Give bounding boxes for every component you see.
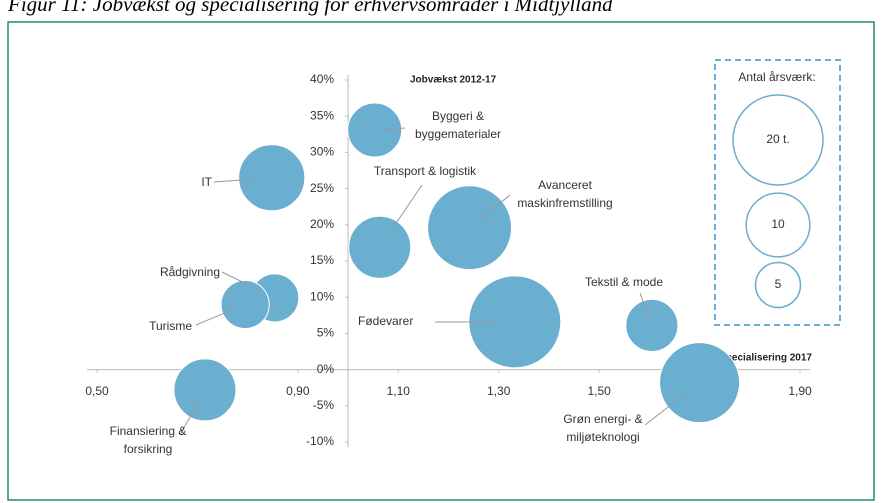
y-tick-label: 40% <box>310 72 334 86</box>
bubble-label: Fødevarer <box>358 314 413 328</box>
x-tick-label: 0,90 <box>286 384 310 398</box>
legend-label: 20 t. <box>766 132 789 146</box>
legend-bubble <box>754 261 802 309</box>
bubble-label: Grøn energi- & <box>563 412 642 426</box>
bubble <box>659 342 741 424</box>
y-tick-label: 30% <box>310 145 334 159</box>
bubble-label: Rådgivning <box>160 265 220 279</box>
leader-line <box>221 271 262 292</box>
bubble-label: Byggeri & <box>432 109 484 123</box>
y-tick-label: 5% <box>317 326 335 340</box>
bubble-label: Avanceret <box>538 178 592 192</box>
legend-box <box>714 59 841 326</box>
legend-title: Antal årsværk: <box>738 70 815 84</box>
bubble <box>173 358 237 422</box>
bubble <box>347 102 403 158</box>
x-tick-label: 0,50 <box>85 384 109 398</box>
frame <box>7 21 875 501</box>
y-axis-label: Jobvækst 2012-17 <box>410 75 497 86</box>
bubble <box>427 185 513 271</box>
bubble-label: Finansiering & <box>110 424 187 438</box>
y-tick-label: 25% <box>310 181 334 195</box>
bubble-label: forsikring <box>124 442 173 456</box>
y-tick-label: -5% <box>313 398 335 412</box>
bubble-label: Tekstil & mode <box>585 275 663 289</box>
y-tick-label: 20% <box>310 217 334 231</box>
bubble <box>238 144 306 212</box>
leader-line <box>389 184 423 232</box>
y-tick-label: 10% <box>310 289 334 303</box>
leader-line <box>213 178 258 183</box>
leader-line <box>479 194 511 220</box>
x-tick-label: 1,30 <box>487 384 511 398</box>
x-tick-label: 1,90 <box>788 384 812 398</box>
leader-line <box>639 292 650 318</box>
legend-label: 5 <box>775 277 782 291</box>
legend-label: 10 <box>771 217 785 231</box>
bubble-label: miljøteknologi <box>566 430 639 444</box>
leader-line <box>644 392 687 426</box>
y-tick-label: 35% <box>310 108 334 122</box>
legend-bubble <box>732 94 824 186</box>
bubble-label: byggematerialer <box>415 127 501 141</box>
bubble-label: maskinfremstilling <box>517 196 612 210</box>
bubble <box>220 279 270 329</box>
legend-bubble <box>745 192 811 258</box>
figure-title: Figur 11: Jobvækst og specialisering for… <box>7 0 613 16</box>
x-tick-label: 1,10 <box>387 384 411 398</box>
x-axis-label: Specialisering 2017 <box>719 353 812 364</box>
leader-line <box>179 400 200 436</box>
bubble-label: Transport & logistik <box>374 164 477 178</box>
bubble-label: Turisme <box>149 319 192 333</box>
leader-line <box>382 127 406 130</box>
leader-line <box>195 309 234 326</box>
x-tick-label: 1,50 <box>587 384 611 398</box>
y-tick-label: 0% <box>317 362 335 376</box>
bubble-label: IT <box>201 175 212 189</box>
y-tick-label: -10% <box>306 434 334 448</box>
y-tick-label: 15% <box>310 253 334 267</box>
bubble <box>348 215 412 279</box>
bubble <box>625 298 679 352</box>
